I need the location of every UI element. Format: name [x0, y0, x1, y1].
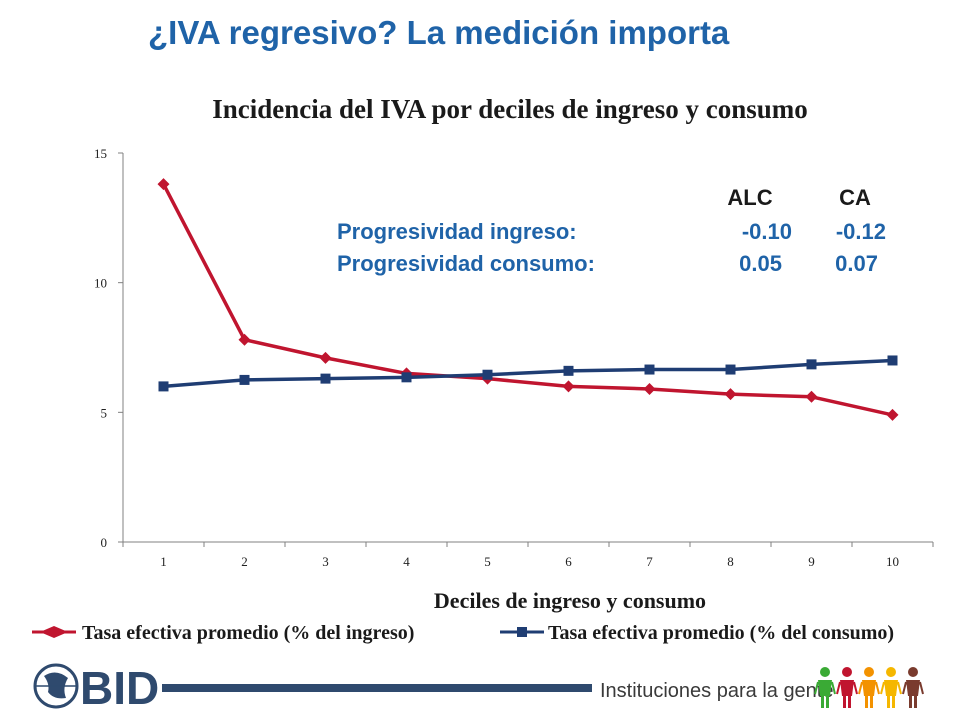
series-0-point: [886, 408, 899, 421]
series-0-point: [805, 390, 818, 403]
series-line-1: [163, 358, 893, 389]
legend-marker-consumption: [517, 627, 527, 637]
bid-logo-text: BID: [80, 662, 159, 714]
progressivity-annotation: ALC CA Progresividad ingreso: -0.10 -0.1…: [337, 185, 886, 276]
y-tick-label: 10: [94, 276, 107, 291]
x-tick-label: 3: [322, 554, 329, 569]
chart-title: Incidencia del IVA por deciles de ingres…: [212, 94, 808, 124]
series-0-point: [319, 351, 332, 364]
series-1-point: [644, 364, 655, 375]
series-0-point: [562, 380, 575, 393]
series-0-point: [643, 382, 656, 395]
y-ticks: 0 5 10 15: [94, 146, 123, 550]
series-1-point: [806, 359, 817, 370]
annotation-row2-label: Progresividad consumo:: [337, 251, 595, 276]
series-1-point: [158, 381, 169, 392]
footer: BID Instituciones para la gente: [33, 662, 924, 714]
series-0-point: [724, 388, 737, 401]
y-tick-label: 0: [101, 535, 108, 550]
legend-label-consumption: Tasa efectiva promedio (% del consumo): [548, 622, 894, 644]
person-icon: [880, 667, 902, 708]
x-axis-label: Deciles de ingreso y consumo: [434, 588, 706, 613]
x-tick-label: 5: [484, 554, 491, 569]
x-tick-label: 9: [808, 554, 815, 569]
series-1-point: [482, 369, 493, 380]
series-1-point: [239, 374, 250, 385]
annotation-row1-label: Progresividad ingreso:: [337, 219, 577, 244]
person-icon: [836, 667, 858, 708]
legend: Tasa efectiva promedio (% del ingreso) T…: [32, 622, 894, 644]
x-tick-label: 10: [886, 554, 899, 569]
x-tick-label: 1: [160, 554, 167, 569]
annotation-col-alc: ALC: [727, 185, 772, 210]
footer-tagline: Instituciones para la gente: [600, 680, 834, 702]
legend-marker-income: [40, 626, 68, 638]
annotation-row2-ca: 0.07: [835, 251, 878, 276]
annotation-row1-alc: -0.10: [742, 219, 792, 244]
series-layer: [157, 178, 899, 421]
x-tick-label: 2: [241, 554, 248, 569]
y-tick-label: 5: [101, 405, 108, 420]
legend-item-income: Tasa efectiva promedio (% del ingreso): [32, 622, 414, 644]
series-line-0: [161, 183, 893, 417]
series-0-point: [238, 333, 251, 346]
legend-label-income: Tasa efectiva promedio (% del ingreso): [82, 622, 414, 644]
annotation-row2-alc: 0.05: [739, 251, 782, 276]
series-0-point: [157, 178, 170, 191]
slide-title: ¿IVA regresivo? La medición importa: [148, 14, 730, 51]
series-1-point: [320, 373, 331, 384]
person-icon: [814, 667, 836, 708]
person-icon: [902, 667, 924, 708]
series-1-point: [401, 372, 412, 383]
series-1-point: [725, 364, 736, 375]
x-tick-label: 7: [646, 554, 653, 569]
x-tick-label: 8: [727, 554, 734, 569]
series-1-point: [887, 355, 898, 366]
footer-bar: [162, 684, 592, 692]
x-tick-label: 6: [565, 554, 572, 569]
series-1-point: [563, 365, 574, 376]
legend-item-consumption: Tasa efectiva promedio (% del consumo): [500, 622, 894, 644]
x-ticks: 1 2 3 4 5 6 7 8 9 10: [122, 542, 934, 569]
y-tick-label: 15: [94, 146, 107, 161]
person-icon: [858, 667, 880, 708]
people-icons: [814, 667, 924, 708]
bid-logo: BID: [33, 662, 159, 714]
annotation-row1-ca: -0.12: [836, 219, 886, 244]
annotation-col-ca: CA: [839, 185, 871, 210]
chart-axes: [122, 153, 933, 543]
x-tick-label: 4: [403, 554, 410, 569]
